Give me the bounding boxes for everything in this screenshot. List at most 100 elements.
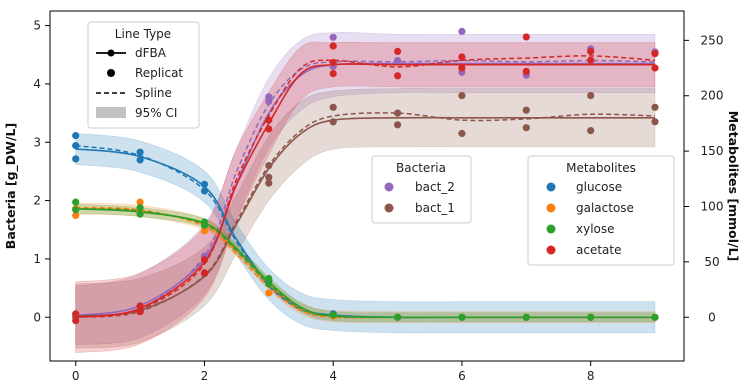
replicate-point-acetate [201,256,208,263]
replicate-point-glucose [72,132,79,139]
replicate-point-bact_1 [458,92,465,99]
replicate-point-acetate [651,64,658,71]
legend-bacteria-title: Bacteria [396,161,446,175]
legend-replicat-label: Replicat [135,66,183,80]
replicate-point-acetate [72,317,79,324]
replicate-point-acetate [201,269,208,276]
legend-galactose-marker [547,204,556,213]
legend-metabolites-title: Metabolites [566,161,636,175]
replicate-point-xylose [72,206,79,213]
replicate-point-bact_1 [651,104,658,111]
legend-dfba-marker [108,50,115,57]
legend-dfba-label: dFBA [135,46,167,60]
replicate-point-acetate [330,70,337,77]
replicate-point-bact_2 [458,28,465,35]
replicate-point-xylose [394,314,401,321]
replicate-point-bact_1 [587,127,594,134]
replicate-point-acetate [458,53,465,60]
replicate-point-galactose [265,289,272,296]
replicate-point-xylose [265,280,272,287]
replicate-point-bact_1 [651,118,658,125]
legend-line-type: Line Type dFBA Replicat Spline 95% CI [88,22,199,128]
legend-xylose-label: xylose [576,222,615,236]
replicate-point-xylose [137,204,144,211]
replicate-point-glucose [72,142,79,149]
x-tick-label: 2 [201,369,209,383]
legend-bact1-label: bact_1 [415,201,455,215]
y-left-tick-label: 4 [33,77,41,91]
replicate-point-glucose [137,156,144,163]
replicate-point-acetate [330,42,337,49]
legend-ci-label: 95% CI [135,106,177,120]
replicate-point-bact_1 [330,118,337,125]
x-axis-ticks: 0 2 4 6 8 [72,361,595,383]
legend-acetate-marker [547,246,556,255]
replicate-point-bact_2 [330,34,337,41]
replicate-point-acetate [651,50,658,57]
replicate-point-bact_1 [265,174,272,181]
y-right-tick-label: 100 [701,199,724,213]
replicate-point-acetate [523,68,530,75]
y-left-tick-label: 5 [33,19,41,33]
y-right-tick-label: 0 [708,310,716,324]
legend-bacteria: Bacteria bact_2 bact_1 [372,156,471,223]
y-axis-right-ticks: 0 50 100 150 200 250 [684,33,723,324]
legend-galactose-label: galactose [576,201,634,215]
replicate-point-acetate [587,57,594,64]
legend-acetate-label: acetate [576,243,621,257]
x-tick-label: 8 [587,369,595,383]
replicate-point-glucose [137,149,144,156]
replicate-point-acetate [394,72,401,79]
y-right-tick-label: 200 [701,89,724,103]
replicate-point-bact_1 [394,110,401,117]
y-right-tick-label: 50 [704,255,719,269]
replicate-point-bact_1 [394,121,401,128]
replicate-point-glucose [72,155,79,162]
replicate-point-bact_2 [265,98,272,105]
replicate-point-acetate [523,33,530,40]
replicate-point-glucose [201,187,208,194]
replicate-point-bact_1 [265,162,272,169]
legend-bact1-marker [385,204,394,213]
replicate-point-bact_1 [330,104,337,111]
replicate-point-xylose [330,311,337,318]
replicate-point-acetate [394,48,401,55]
legend-bact2-marker [385,183,394,192]
replicate-point-xylose [523,314,530,321]
legend-xylose-marker [547,225,556,234]
replicate-point-acetate [458,64,465,71]
replicate-point-xylose [72,199,79,206]
legend-bact2-label: bact_2 [415,180,455,194]
replicate-point-acetate [587,48,594,55]
legend-ci-swatch [96,107,126,118]
legend-replicat-marker [107,69,115,77]
y-left-tick-label: 3 [33,135,41,149]
replicate-point-bact_1 [587,92,594,99]
y-axis-left-ticks: 0 1 2 3 4 5 [33,19,50,325]
replicate-point-bact_1 [458,130,465,137]
x-tick-label: 0 [72,369,80,383]
replicate-point-xylose [651,314,658,321]
replicate-point-acetate [265,125,272,132]
replicate-point-glucose [201,181,208,188]
replicate-point-xylose [587,314,594,321]
legend-glucose-marker [547,183,556,192]
y-left-tick-label: 1 [33,252,41,266]
y-left-tick-label: 0 [33,310,41,324]
replicate-point-bact_1 [523,107,530,114]
replicate-point-acetate [330,59,337,66]
replicate-point-xylose [201,218,208,225]
x-tick-label: 4 [329,369,337,383]
y-right-tick-label: 150 [701,144,724,158]
y-left-tick-label: 2 [33,194,41,208]
replicate-point-xylose [137,211,144,218]
replicate-point-acetate [137,303,144,310]
replicate-point-bact_2 [394,57,401,64]
replicate-point-xylose [458,314,465,321]
replicate-point-acetate [72,310,79,317]
replicate-point-acetate [265,117,272,124]
replicate-point-bact_1 [523,124,530,131]
legend-line-type-title: Line Type [115,27,171,41]
legend-metabolites: Metabolites glucose galactose xylose ace… [528,156,674,265]
